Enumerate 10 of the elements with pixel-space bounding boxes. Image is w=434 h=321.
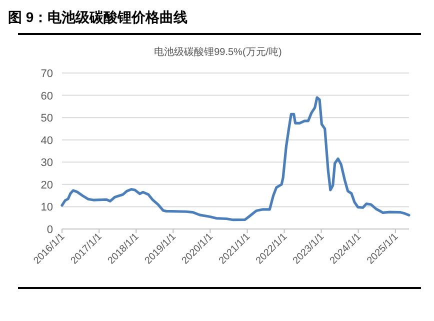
chart-subtitle: 电池级碳酸锂99.5%(万元/吨) (154, 46, 282, 58)
y-tick-label: 30 (40, 157, 53, 170)
y-tick-label: 10 (40, 202, 53, 214)
y-tick-label: 0 (46, 224, 53, 236)
y-tick-label: 50 (40, 112, 53, 125)
y-tick-label: 60 (40, 90, 53, 102)
chart-title: 图 9：电池级碳酸锂价格曲线 (8, 9, 188, 25)
y-tick-label: 20 (40, 179, 53, 192)
y-tick-label: 40 (40, 134, 53, 147)
y-tick-label: 70 (40, 68, 53, 80)
